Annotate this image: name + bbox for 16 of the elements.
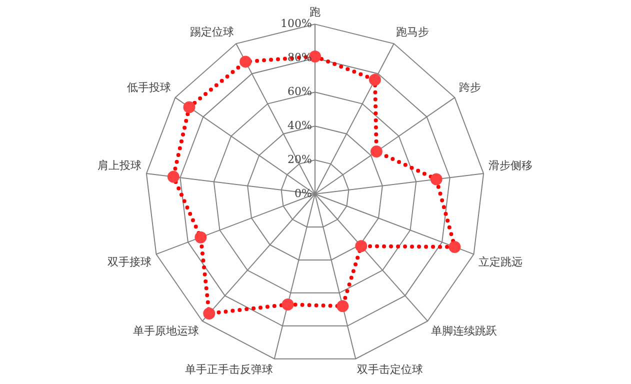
y-tick-label: 60%: [288, 84, 312, 98]
spoke-label: 肩上投球: [97, 159, 142, 172]
spoke-label: 踢定位球: [190, 25, 234, 38]
spoke-label: 跑马步: [396, 25, 430, 38]
spoke-label: 双手击定位球: [356, 363, 423, 376]
spoke-label: 低手投球: [127, 80, 172, 94]
spoke-label: 单手正手击反弹球: [185, 363, 274, 376]
spoke-label: 立定跳远: [478, 255, 522, 268]
y-tick-label: 100%: [280, 17, 312, 30]
spoke-label: 双手接球: [108, 255, 152, 268]
spoke-label: 单脚连续跳跃: [430, 324, 497, 338]
spoke-label: 跑: [310, 5, 320, 18]
spoke-label: 单手原地运球: [133, 324, 200, 338]
spoke-label: 滑步侧移: [488, 159, 533, 172]
y-tick-label: 40%: [288, 118, 312, 132]
spoke-label: 跨步: [458, 80, 481, 94]
